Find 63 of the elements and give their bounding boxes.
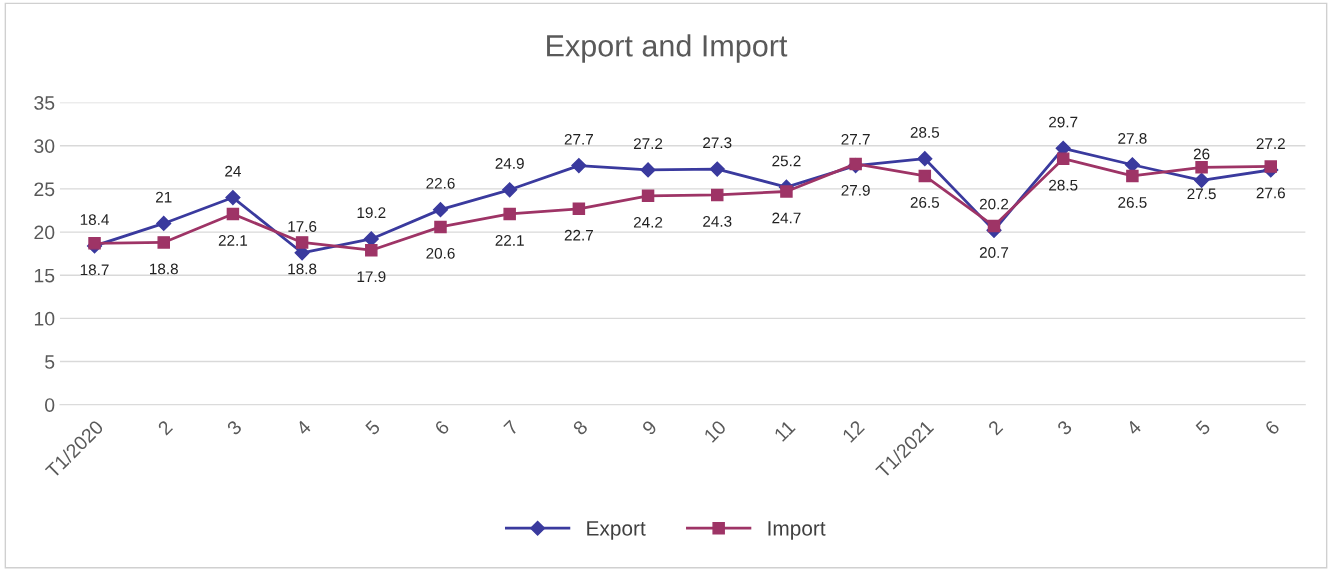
data-label: 27.7	[564, 133, 593, 145]
data-label: 22.6	[426, 177, 455, 189]
y-tick-label: 10	[34, 311, 55, 326]
x-tick-label: 3	[1056, 419, 1073, 436]
legend-label: Import	[768, 521, 826, 540]
data-label: 26.5	[910, 197, 940, 208]
data-label: 27.9	[841, 184, 870, 196]
x-tick-label: 10	[703, 419, 727, 443]
data-label: 18.4	[80, 214, 109, 225]
x-tick-label: 5	[364, 419, 381, 436]
x-tick-label: 7	[503, 419, 519, 436]
x-tick-label: 6	[433, 419, 450, 436]
data-label: 24.2	[633, 216, 663, 228]
x-tick-label: 11	[773, 419, 796, 442]
x-tick-label: 6	[1264, 419, 1281, 436]
data-label: 21	[156, 191, 172, 203]
x-tick-label: 2	[157, 419, 173, 436]
y-tick-label: 5	[45, 355, 55, 369]
legend-label: Export	[587, 521, 646, 540]
y-tick-label: 15	[34, 268, 55, 283]
data-label: 27.7	[841, 133, 870, 145]
y-tick-label: 35	[34, 96, 55, 110]
data-label: 28.5	[910, 126, 940, 138]
data-label: 27.2	[633, 138, 663, 149]
data-label: 28.5	[1049, 179, 1078, 191]
y-tick-label: 25	[34, 182, 55, 197]
data-label: 20.2	[979, 198, 1009, 210]
data-label: 27.2	[1256, 138, 1285, 149]
x-tick-label: 5	[1194, 419, 1212, 436]
data-label: 26	[1193, 148, 1210, 160]
data-label: 22.1	[218, 235, 248, 246]
data-label: 24.9	[495, 158, 524, 169]
data-label: 24.7	[772, 212, 801, 224]
data-label: 22.1	[495, 235, 524, 246]
x-tick-label: 4	[1125, 419, 1142, 436]
data-label: 26.5	[1118, 197, 1147, 208]
x-tick-label: 12	[841, 419, 865, 443]
data-label: 24.3	[703, 216, 732, 227]
x-tick-label: 4	[295, 419, 312, 436]
x-tick-label: 9	[641, 419, 658, 436]
data-label: 20.6	[426, 247, 455, 259]
data-label: 17.6	[288, 221, 317, 232]
data-label: 29.7	[1049, 116, 1078, 128]
x-tick-label: 3	[226, 419, 243, 436]
data-label: 19.2	[357, 207, 386, 219]
data-label: 27.5	[1187, 188, 1216, 200]
data-label: 20.7	[979, 247, 1009, 258]
data-label: 18.7	[80, 264, 109, 276]
data-label: 24	[225, 165, 241, 177]
x-tick-label: 2	[987, 419, 1004, 436]
chart-title: Export and Import	[547, 34, 788, 63]
data-label: 25.2	[772, 155, 801, 167]
data-label: 27.6	[1256, 187, 1285, 199]
y-tick-label: 30	[34, 139, 55, 153]
data-label: 18.8	[150, 263, 178, 275]
y-tick-label: 20	[34, 225, 55, 240]
x-tick-label: 8	[572, 419, 589, 436]
data-label: 18.8	[288, 263, 317, 275]
data-label: 27.3	[703, 137, 732, 149]
y-tick-label: 0	[45, 398, 55, 412]
data-label: 27.8	[1118, 133, 1147, 144]
data-label: 22.7	[564, 229, 593, 241]
data-label: 17.9	[357, 271, 386, 283]
